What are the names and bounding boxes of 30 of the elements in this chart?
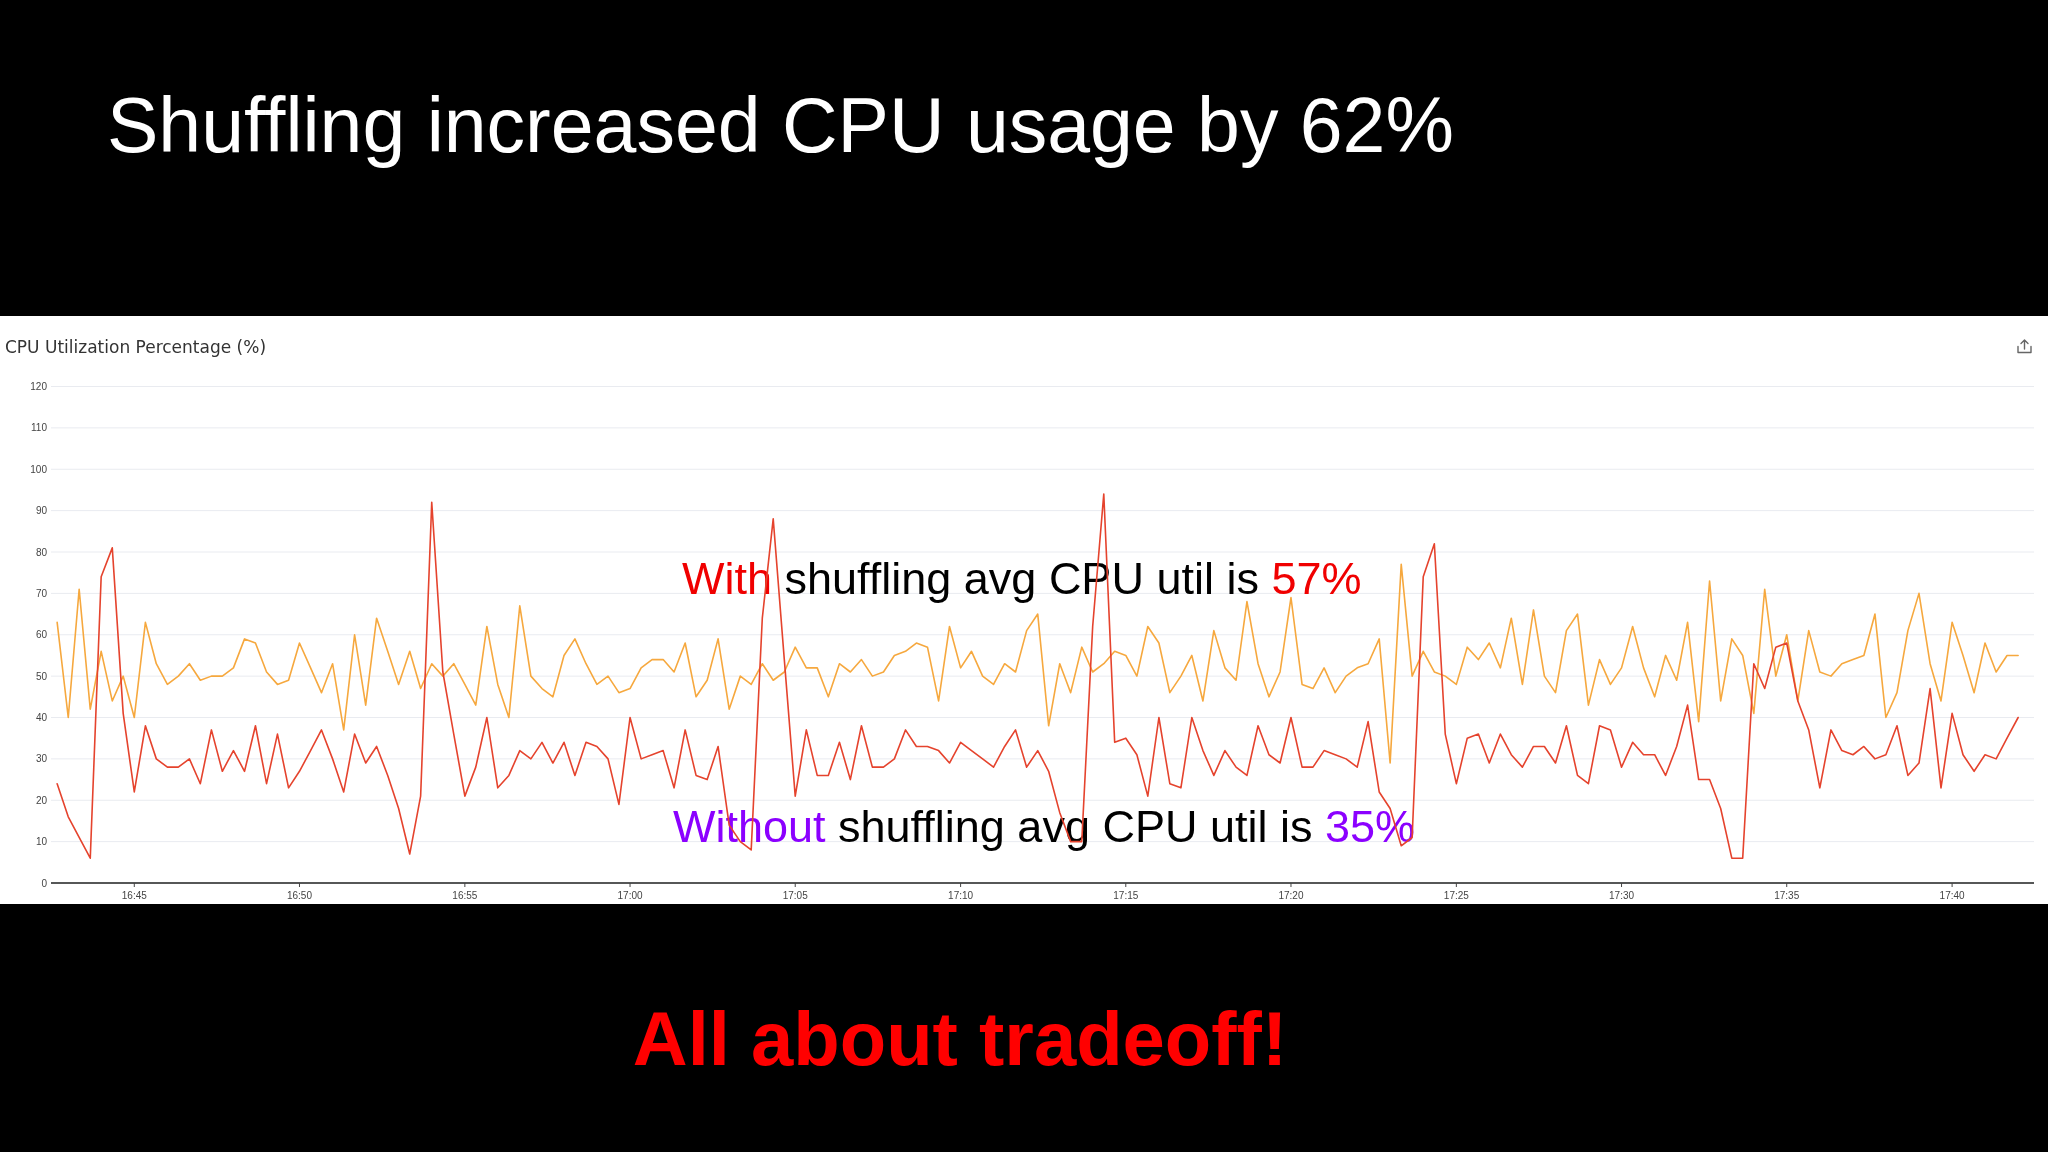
x-tick-label: 17:15 bbox=[1113, 890, 1139, 901]
chart-title: Shuffling increased CPU usage by 62% bbox=[107, 82, 1454, 168]
x-tick-label: 16:45 bbox=[121, 890, 148, 901]
y-tick-label: 50 bbox=[35, 670, 48, 682]
y-tick-label: 110 bbox=[31, 422, 48, 434]
line-series bbox=[56, 493, 2019, 859]
x-tick-label: 17:10 bbox=[948, 890, 974, 901]
y-tick-label: 90 bbox=[35, 505, 48, 517]
y-tick-label: 20 bbox=[35, 794, 48, 806]
line-series bbox=[56, 563, 2019, 764]
chart-subtitle: CPU Utilization Percentage (%) bbox=[5, 337, 267, 357]
y-tick-label: 10 bbox=[35, 836, 48, 848]
y-tick-label: 120 bbox=[30, 381, 48, 393]
y-tick-label: 60 bbox=[35, 629, 48, 641]
x-tick-label: 17:20 bbox=[1278, 890, 1304, 901]
y-tick-label: 70 bbox=[35, 587, 48, 599]
x-tick-label: 16:55 bbox=[452, 890, 478, 901]
y-tick-label: 40 bbox=[35, 712, 48, 724]
x-tick-label: 16:50 bbox=[286, 890, 313, 901]
y-tick-label: 80 bbox=[35, 546, 48, 558]
x-tick-label: 17:25 bbox=[1443, 890, 1470, 901]
x-tick-label: 17:05 bbox=[782, 890, 809, 901]
text: All about tradeoff! bbox=[632, 996, 1288, 1081]
x-tick-label: 17:40 bbox=[1939, 890, 1966, 901]
x-tick-label: 17:30 bbox=[1609, 890, 1635, 901]
y-tick-label: 100 bbox=[30, 463, 48, 475]
x-tick-label: 17:35 bbox=[1774, 890, 1800, 901]
x-tick-label: 17:00 bbox=[617, 890, 643, 901]
y-tick-label: 0 bbox=[41, 877, 48, 889]
y-tick-label: 30 bbox=[35, 753, 48, 765]
